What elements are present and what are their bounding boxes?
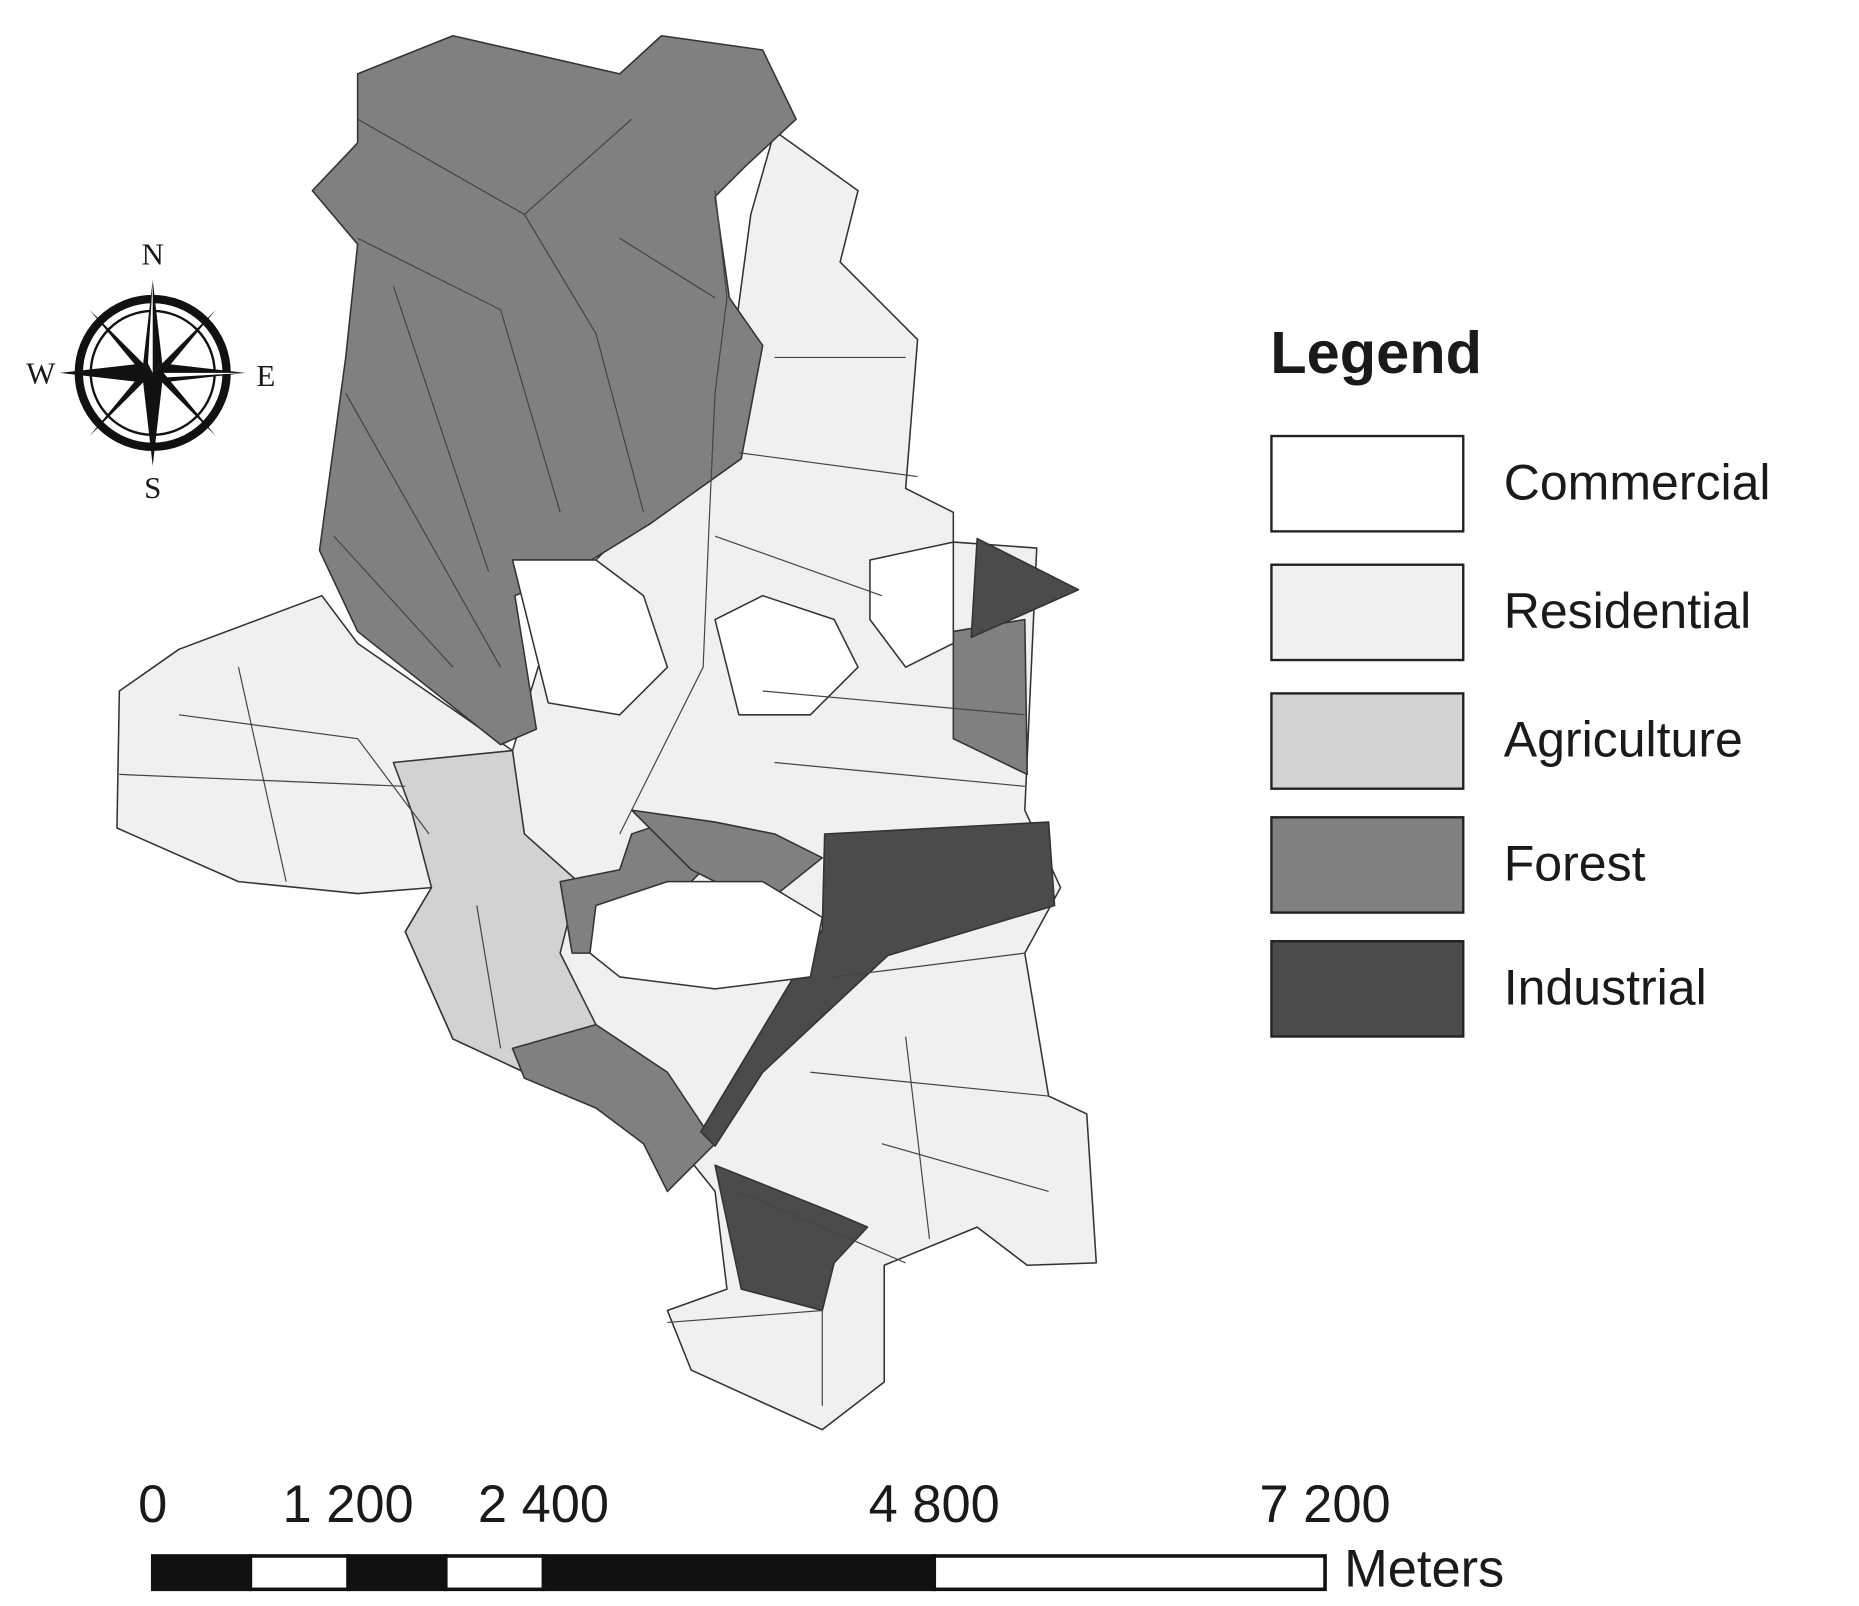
compass-point [147,279,153,373]
parcel-boundary [714,535,883,597]
parcel-boundary [905,1036,931,1240]
land-parcel [311,34,797,746]
parcel-boundary [774,761,1025,787]
legend-swatch [1270,940,1465,1038]
compass-label: W [26,356,56,391]
parcel-boundary [834,952,1025,978]
legend-label: Commercial [1504,454,1771,510]
parcel-boundary [738,452,918,478]
legend-label: Agriculture [1504,712,1743,768]
legend-swatch [1270,563,1465,662]
legend-swatch [1270,692,1465,790]
compass-label: S [144,470,161,505]
parcel-boundary [333,535,454,668]
parcel-boundary [357,237,561,513]
scale-segment [248,1554,350,1592]
scale-segment [541,1554,937,1592]
parcel-boundary [178,714,430,835]
scale-tick-label: 1 200 [283,1476,414,1534]
land-parcel [511,1023,716,1193]
compass-point [89,309,216,437]
scale-tick-label: 0 [138,1476,167,1534]
legend-swatch [1270,816,1465,914]
parcel-boundary [619,237,716,299]
parcel-boundary [476,905,502,1049]
parcel-boundary [345,392,502,668]
scale-tick-label: 7 200 [1259,1476,1390,1534]
parcel-boundary [810,1071,1049,1097]
legend-title: Legend [1270,319,1482,386]
compass-point [152,372,246,378]
parcel-boundary [881,1143,1049,1192]
compass-label: N [142,236,164,271]
scale-segment [444,1554,546,1592]
legend-label: Forest [1504,836,1646,892]
compass-point [143,372,163,466]
land-parcel [714,594,859,716]
scale-tick-label: 4 800 [869,1476,1000,1534]
parcel-boundary [619,190,728,835]
legend-swatch [1270,434,1465,533]
land-parcel [869,541,955,668]
legend: Commercial Residential Agriculture Forest In… [1270,434,1771,1038]
compass-rose: N S W E [26,236,275,505]
parcel-boundary [119,773,406,787]
scale-tick-label: 2 400 [478,1476,609,1534]
scale-unit: Meters [1344,1540,1504,1598]
compass-point [59,363,153,383]
land-parcel [970,537,1080,639]
parcel-boundary [523,214,645,513]
scale-segment [346,1554,448,1592]
scale-segment [932,1554,1327,1592]
parcel-boundary [392,285,490,573]
parcel-boundary [738,1190,906,1264]
parcel-boundary [237,667,287,882]
land-parcel [714,1164,869,1312]
scale-segment [150,1554,253,1592]
parcel-boundary [762,690,1025,716]
land-use-map [116,34,1098,1431]
parcel-boundary [667,1309,823,1406]
legend-label: Residential [1504,583,1751,639]
land-parcel [511,559,669,716]
legend-label: Industrial [1504,959,1707,1015]
land-parcel [589,880,824,990]
land-parcel [630,809,824,907]
compass-label: E [256,358,275,393]
land-parcel [699,821,1056,1147]
scale-bar: 0 1 200 2 400 4 800 7 200 Meters [138,1476,1504,1598]
